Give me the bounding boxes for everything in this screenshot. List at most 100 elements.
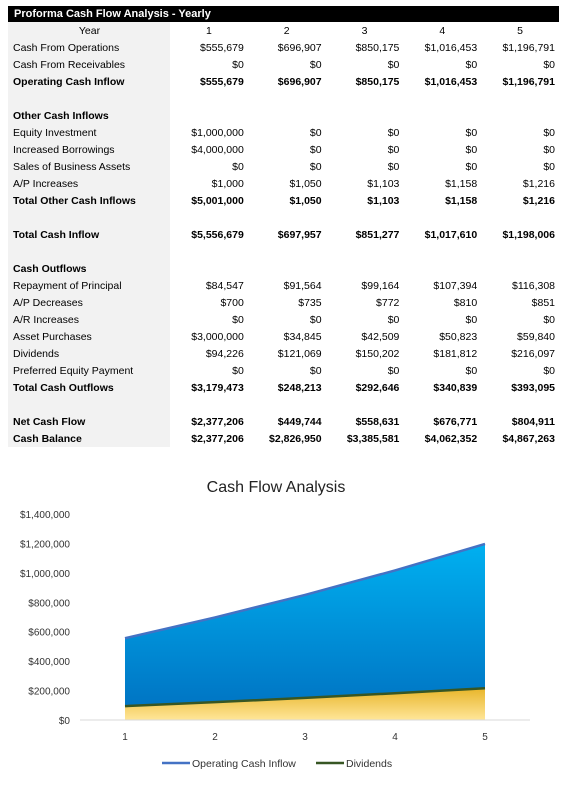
- value-cell: $555,679: [200, 75, 244, 88]
- value-cell: [248, 260, 326, 277]
- value-cell: [326, 243, 404, 260]
- value-cell: [170, 90, 248, 107]
- row-label: Increased Borrowings: [8, 141, 170, 158]
- value-cell: $0: [465, 126, 478, 139]
- value-cell: $1,103: [367, 194, 400, 207]
- value-cell: $216,097: [511, 347, 555, 360]
- value-cell: $1,103: [367, 177, 400, 190]
- row-label: Asset Purchases: [8, 328, 170, 345]
- value-cell: [248, 396, 326, 413]
- value-cell: $0: [232, 160, 244, 173]
- value-cell: $5,001,000: [191, 194, 244, 207]
- value-cell: $0: [543, 143, 555, 156]
- table-row: Dividends $94,226 $121,069 $150,202 $181,812…: [8, 345, 559, 362]
- year-header-cell: 5: [517, 24, 524, 37]
- value-cell: $0: [543, 160, 555, 173]
- area-fill-operating-cash-inflow: [125, 543, 485, 720]
- value-cell: $0: [309, 143, 322, 156]
- value-cell: $0: [387, 58, 400, 71]
- value-cell: $0: [387, 126, 400, 139]
- value-cell: $116,308: [511, 279, 555, 292]
- value-cell: [248, 107, 326, 124]
- value-cell: $0: [387, 160, 400, 173]
- value-cell: $59,840: [517, 330, 555, 343]
- value-cell: $555,679: [200, 41, 244, 54]
- table-row: Asset Purchases $3,000,000 $34,845 $42,509 $…: [8, 328, 559, 345]
- value-cell: $676,771: [433, 415, 478, 428]
- value-cell: [403, 107, 481, 124]
- row-label: [8, 209, 170, 226]
- value-cell: [326, 209, 404, 226]
- value-cell: $1,158: [445, 177, 478, 190]
- table-row: Preferred Equity Payment $0 $0 $0 $0 $0: [8, 362, 559, 379]
- x-tick-label: 4: [392, 732, 398, 743]
- y-tick-label: $0: [59, 716, 71, 727]
- table-row: Cash Outflows: [8, 260, 559, 277]
- value-cell: $107,394: [433, 279, 478, 292]
- table-row: A/P Increases $1,000 $1,050 $1,103 $1,158 $1,…: [8, 175, 559, 192]
- value-cell: $0: [465, 160, 478, 173]
- value-cell: [326, 396, 404, 413]
- value-cell: $0: [309, 126, 322, 139]
- blank-row: [8, 209, 559, 226]
- row-label: Dividends: [8, 345, 170, 362]
- value-cell: $34,845: [283, 330, 322, 343]
- row-label: Repayment of Principal: [8, 277, 170, 294]
- blank-row: [8, 90, 559, 107]
- row-label: [8, 90, 170, 107]
- value-cell: $735: [298, 296, 322, 309]
- blank-row: [8, 396, 559, 413]
- table-row: Cash Balance $2,377,206 $2,826,950 $3,385,5…: [8, 430, 559, 447]
- value-cell: $99,164: [361, 279, 400, 292]
- value-cell: [326, 260, 404, 277]
- x-tick-label: 3: [302, 732, 308, 743]
- value-cell: $1,016,453: [424, 75, 478, 88]
- value-cell: [170, 107, 248, 124]
- row-label: Equity Investment: [8, 124, 170, 141]
- row-label: Sales of Business Assets: [8, 158, 170, 175]
- value-cell: [170, 396, 248, 413]
- value-cell: $393,095: [511, 381, 555, 394]
- value-cell: $851: [531, 296, 555, 309]
- value-cell: $810: [453, 296, 478, 309]
- value-cell: $0: [309, 364, 322, 377]
- value-cell: [248, 209, 326, 226]
- value-cell: $3,385,581: [346, 432, 400, 445]
- row-label: Cash Outflows: [8, 260, 170, 277]
- value-cell: $1,017,610: [424, 228, 478, 241]
- value-cell: $0: [387, 143, 400, 156]
- table-row: Cash From Operations $555,679 $696,907 $850…: [8, 39, 559, 56]
- value-cell: $3,000,000: [191, 330, 244, 343]
- legend-label: Dividends: [346, 758, 392, 770]
- value-cell: $0: [232, 58, 244, 71]
- value-cell: $292,646: [355, 381, 400, 394]
- value-cell: $50,823: [439, 330, 478, 343]
- value-cell: $0: [387, 364, 400, 377]
- value-cell: $804,911: [511, 415, 555, 428]
- value-cell: $0: [232, 364, 244, 377]
- x-tick-label: 5: [482, 732, 488, 743]
- row-label: Operating Cash Inflow: [8, 73, 170, 90]
- value-cell: [481, 107, 559, 124]
- value-cell: $0: [309, 313, 322, 326]
- value-cell: $0: [387, 313, 400, 326]
- year-header-cell: 1: [205, 24, 212, 37]
- row-label: Net Cash Flow: [8, 413, 170, 430]
- table-row: Increased Borrowings $4,000,000 $0 $0 $0 $0: [8, 141, 559, 158]
- table-row: Other Cash Inflows: [8, 107, 559, 124]
- value-cell: $850,175: [355, 75, 400, 88]
- year-header-label: Year: [8, 22, 170, 39]
- row-label: Total Cash Inflow: [8, 226, 170, 243]
- value-cell: [481, 90, 559, 107]
- value-cell: $850,175: [355, 41, 400, 54]
- row-label: A/R Increases: [8, 311, 170, 328]
- value-cell: $0: [465, 364, 478, 377]
- row-label: Cash From Operations: [8, 39, 170, 56]
- value-cell: $340,839: [433, 381, 478, 394]
- row-label: Cash From Receivables: [8, 56, 170, 73]
- value-cell: $2,826,950: [269, 432, 322, 445]
- value-cell: $94,226: [205, 347, 244, 360]
- table-row: Cash From Receivables $0 $0 $0 $0 $0: [8, 56, 559, 73]
- value-cell: [481, 260, 559, 277]
- value-cell: $0: [232, 313, 244, 326]
